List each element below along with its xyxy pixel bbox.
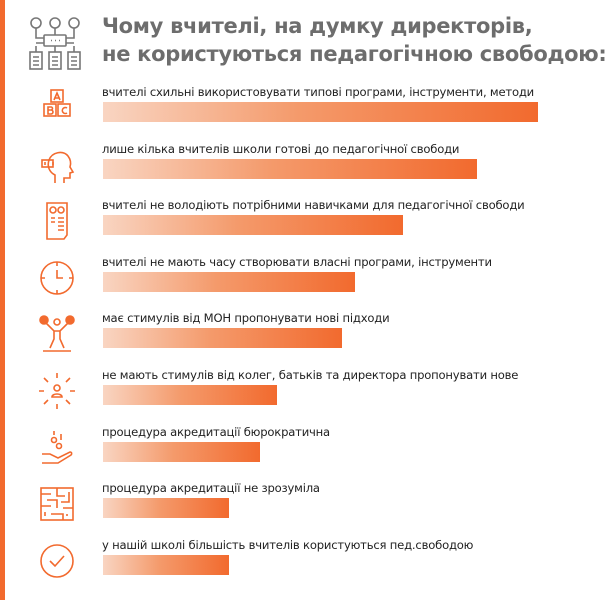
document-checklist-icon [46, 202, 68, 240]
title-line-2: не користуються педагогічною свободою: [102, 42, 607, 66]
clock-icon [40, 260, 74, 295]
accent-stripe [0, 0, 5, 600]
bar-label: має стимулів від МОН пропонувати нові пі… [102, 311, 390, 326]
abc-blocks-icon [43, 89, 71, 117]
bar [103, 158, 478, 179]
bar [103, 271, 356, 292]
chart-title: Чому вчителі, на думку директорів, не ко… [102, 12, 607, 68]
bar [103, 385, 277, 405]
bar-row: процедура акредитації бюрократична [0, 424, 613, 484]
bar-label: процедура акредитації не зрозуміла [102, 481, 320, 496]
bar [103, 441, 260, 462]
bar [103, 215, 404, 236]
network-documents-icon [29, 17, 81, 70]
bar-label: вчителі не мають часу створювати власні … [102, 254, 492, 269]
head-low-battery-icon [41, 151, 75, 183]
title-line-1: Чому вчителі, на думку директорів, [102, 14, 533, 38]
bar [103, 102, 538, 122]
bar-row: не мають стимулів від колег, батьків та … [0, 368, 613, 427]
bar [103, 328, 343, 349]
hand-coins-icon [42, 430, 73, 464]
check-circle-icon [40, 543, 74, 578]
bar-row: вчителі схильні використовувати типові п… [0, 85, 613, 144]
person-arrows-icon [39, 373, 75, 409]
bar-label: вчителі не володіють потрібними навичкам… [102, 198, 525, 213]
bar-label: лише кілька вчителів школи готові до пед… [102, 141, 460, 156]
bar-row: вчителі не володіють потрібними навичкам… [0, 198, 613, 257]
maze-icon [40, 487, 74, 521]
bar-label: не мають стимулів від колег, батьків та … [102, 368, 519, 382]
bar-row: вчителі не мають часу створювати власні … [0, 254, 613, 314]
bar [103, 498, 230, 519]
bar-label: у нашій школі більшість вчителів користу… [102, 537, 474, 552]
cheerleader-icon [39, 315, 75, 353]
bar-row: лише кілька вчителів школи готові до пед… [0, 141, 613, 201]
bar-row: має стимулів від МОН пропонувати нові пі… [0, 311, 613, 370]
bar [103, 554, 230, 575]
bar-row: у нашій школі більшість вчителів користу… [0, 537, 613, 597]
bar-label: вчителі схильні використовувати типові п… [102, 85, 534, 99]
bar-label: процедура акредитації бюрократична [102, 424, 330, 439]
bar-row: процедура акредитації не зрозуміла [0, 481, 613, 540]
